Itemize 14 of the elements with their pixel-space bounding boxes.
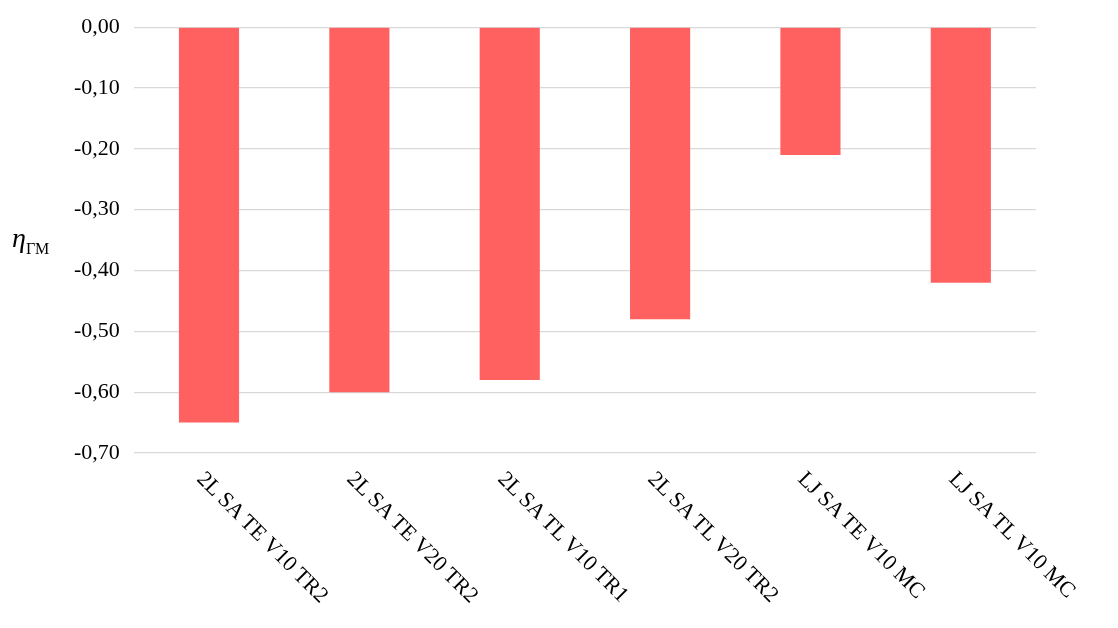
y-tick-label: -0,30 [74, 195, 120, 221]
x-tick-label: 2L SA TL V10 TR1 [493, 465, 635, 607]
y-tick-label: -0,40 [74, 256, 120, 282]
y-axis-title: η$_{ГМ}$ [12, 222, 50, 258]
x-tick-label: 2L SA TE V20 TR2 [342, 465, 485, 608]
y-tick-label: -0,60 [74, 377, 120, 403]
y-tick-label: -0,20 [74, 134, 120, 160]
x-tick-label: 2L SA TE V10 TR2 [192, 465, 335, 608]
x-tick-label: LJ SA TE V10 MC [793, 465, 932, 604]
x-tick-label: LJ SA TL V10 MC [944, 465, 1082, 603]
y-tick-label: 0,00 [81, 12, 120, 38]
y-tick-label: -0,70 [74, 438, 120, 464]
y-tick-label: -0,50 [74, 317, 120, 343]
y-tick-label: -0,10 [74, 73, 120, 99]
